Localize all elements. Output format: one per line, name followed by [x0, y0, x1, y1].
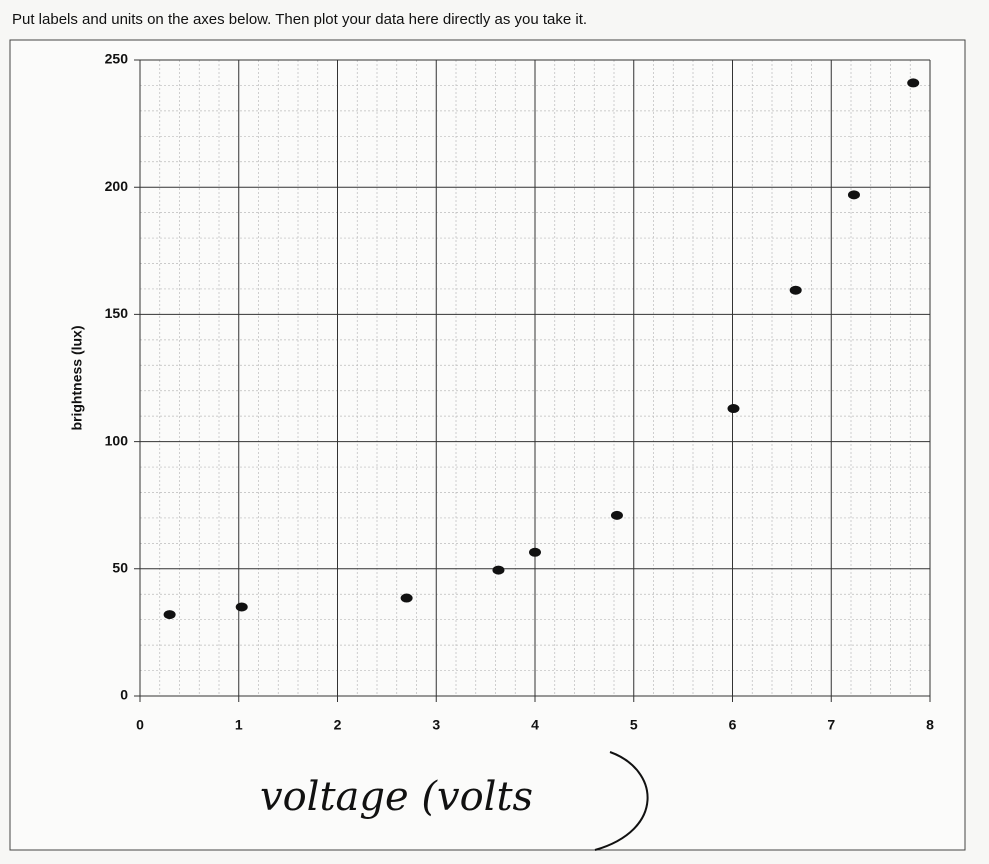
- handwritten-paren: [594, 751, 649, 851]
- x-tick-label: 1: [235, 717, 243, 733]
- x-tick-label: 3: [432, 717, 440, 733]
- data-point: [847, 190, 860, 200]
- y-tick-label: 100: [105, 432, 129, 448]
- data-point: [610, 510, 623, 520]
- data-point: [529, 547, 541, 557]
- y-tick-label: 50: [112, 560, 128, 576]
- x-tick-label: 5: [630, 717, 638, 733]
- x-tick-label: 6: [729, 717, 737, 733]
- x-tick-label: 7: [827, 717, 835, 733]
- data-point: [400, 593, 413, 603]
- data-point: [789, 285, 802, 295]
- y-tick-label: 0: [120, 687, 128, 703]
- y-tick-label: 200: [105, 178, 129, 194]
- data-point: [492, 565, 505, 575]
- x-tick-label: 0: [136, 717, 144, 733]
- instructions: Put labels and units on the axes below. …: [12, 11, 587, 28]
- page-frame: [9, 39, 966, 851]
- data-point: [163, 610, 176, 620]
- data-point: [907, 78, 920, 88]
- data-point: [235, 602, 248, 612]
- data-point: [727, 404, 740, 414]
- y-axis-label: brightness (lux): [69, 325, 85, 430]
- x-tick-label: 8: [926, 717, 934, 733]
- x-tick-label: 4: [531, 717, 539, 733]
- x-tick-label: 2: [334, 717, 342, 733]
- x-axis-label: voltage (volts: [260, 774, 533, 820]
- y-tick-label: 250: [105, 51, 129, 67]
- y-tick-label: 150: [105, 305, 129, 321]
